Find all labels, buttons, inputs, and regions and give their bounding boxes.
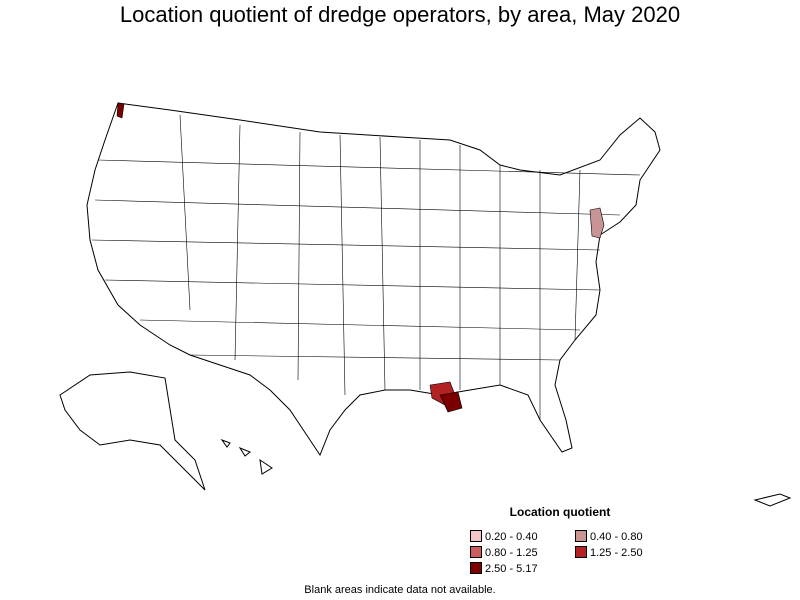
area-puget-sound <box>116 102 125 119</box>
conus-shape <box>86 102 661 457</box>
legend-title: Location quotient <box>509 505 611 519</box>
legend-item: 1.25 - 2.50 <box>575 546 643 560</box>
legend-swatch <box>575 546 587 558</box>
legend-label: 0.40 - 0.80 <box>590 531 643 543</box>
legend-swatch <box>470 562 482 574</box>
area-boundaries <box>91 114 641 420</box>
legend-swatch <box>470 546 482 558</box>
legend-label: 0.20 - 0.40 <box>485 531 538 543</box>
hawaii-outline <box>220 438 273 475</box>
footnote: Blank areas indicate data not available. <box>304 584 496 596</box>
legend-item: 0.80 - 1.25 <box>470 546 538 560</box>
legend-swatch <box>470 530 482 542</box>
area-southeast-louisiana <box>439 391 463 413</box>
legend-item: 0.20 - 0.40 <box>470 530 538 544</box>
area-nj-ny <box>589 207 605 239</box>
puerto-rico-outline <box>753 493 792 507</box>
highlighted-areas <box>116 102 605 413</box>
legend-label: 2.50 - 5.17 <box>485 563 538 575</box>
conus-outline <box>86 102 661 457</box>
legend-item: 0.40 - 0.80 <box>575 530 643 544</box>
legend-swatch <box>575 530 587 542</box>
legend-item: 2.50 - 5.17 <box>470 562 538 576</box>
legend-label: 1.25 - 2.50 <box>590 547 643 559</box>
map-title: Location quotient of dredge operators, b… <box>119 2 681 27</box>
alaska-outline <box>59 371 206 491</box>
legend-label: 0.80 - 1.25 <box>485 547 538 559</box>
